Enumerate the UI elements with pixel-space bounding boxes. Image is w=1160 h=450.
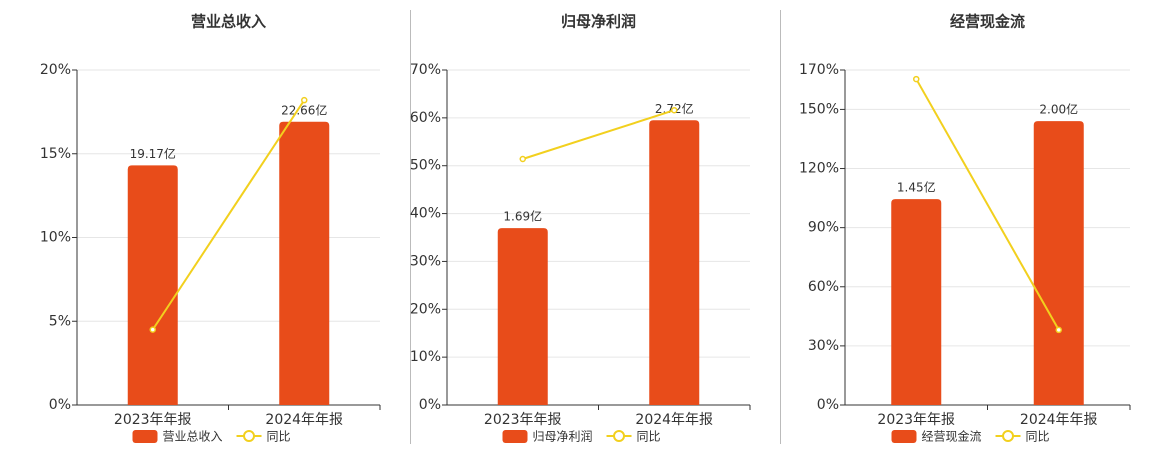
legend-swatch: [613, 430, 626, 442]
y-tick-label: 0%: [49, 397, 71, 413]
y-tick-label: 15%: [40, 146, 71, 162]
point: [149, 326, 156, 333]
point: [671, 106, 678, 114]
legend-swatch: [132, 430, 158, 443]
y-tick-label: 0%: [419, 397, 441, 413]
y-tick-label: 10%: [40, 230, 71, 246]
legend-label: 同比: [637, 430, 661, 444]
legend-label: 同比: [1026, 430, 1050, 444]
y-tick-label: 10%: [410, 349, 441, 365]
y-tick-label: 5%: [49, 313, 71, 329]
bar: [279, 121, 330, 405]
bar: [127, 165, 178, 405]
x-tick-label: 2023年年报: [114, 412, 192, 428]
y-tick-label: 0%: [817, 397, 839, 413]
value-label: 2.00亿: [1039, 102, 1078, 117]
y-tick-label: 20%: [40, 62, 71, 78]
y-tick-label: 50%: [410, 158, 441, 174]
point: [1055, 326, 1062, 334]
x-tick-label: 2023年年报: [877, 412, 955, 428]
legend-swatch: [891, 430, 917, 443]
point: [519, 155, 526, 163]
line: [522, 109, 675, 160]
x-tick-label: 2024年年报: [635, 412, 713, 428]
value-label: 1.45亿: [897, 180, 936, 195]
y-tick-label: 120%: [799, 161, 839, 177]
y-tick-label: 70%: [410, 62, 441, 78]
y-tick-label: 40%: [410, 206, 441, 222]
legend-label: 同比: [267, 430, 291, 444]
point: [913, 75, 920, 83]
legend-swatch: [502, 430, 528, 443]
chart-title: 归母净利润: [561, 13, 636, 31]
legend-label: 经营现金流: [922, 429, 982, 444]
bar: [1033, 121, 1084, 406]
x-tick-label: 2024年年报: [265, 412, 343, 428]
legend-swatch: [243, 430, 256, 442]
y-tick-label: 30%: [410, 253, 441, 269]
bar: [891, 199, 942, 405]
value-label: 22.66亿: [281, 102, 327, 117]
legend-swatch: [1002, 430, 1015, 442]
x-tick-label: 2024年年报: [1020, 412, 1098, 428]
y-tick-label: 60%: [808, 279, 839, 295]
value-label: 19.17亿: [130, 146, 176, 161]
chart-title: 经营现金流: [950, 13, 1025, 31]
bar: [497, 228, 548, 405]
y-tick-label: 30%: [808, 338, 839, 354]
line: [915, 78, 1060, 331]
value-label: 1.69亿: [503, 209, 542, 224]
y-tick-label: 60%: [410, 110, 441, 126]
legend-label: 营业总收入: [163, 430, 223, 444]
y-tick-label: 150%: [799, 101, 839, 117]
y-tick-label: 20%: [410, 301, 441, 317]
legend-label: 归母净利润: [533, 430, 593, 444]
point: [301, 96, 308, 104]
y-tick-label: 170%: [799, 62, 839, 78]
x-tick-label: 2023年年报: [484, 412, 562, 428]
y-tick-label: 90%: [808, 220, 839, 236]
bar: [649, 120, 700, 405]
chart-title: 营业总收入: [191, 13, 266, 31]
line: [151, 99, 306, 331]
